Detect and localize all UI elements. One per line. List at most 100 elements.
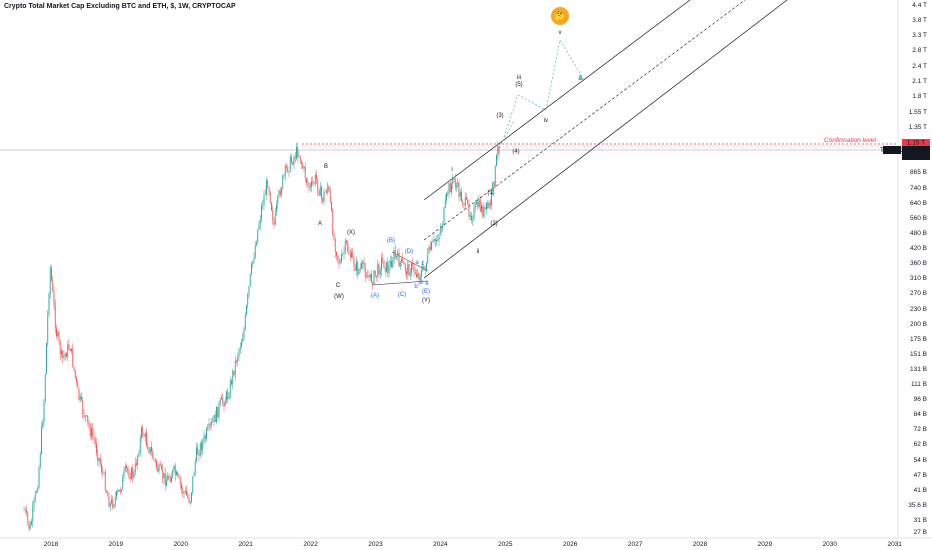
candle-body: [232, 370, 234, 384]
candle-body: [497, 146, 499, 156]
candle-body: [329, 190, 331, 203]
candle-body: [303, 166, 305, 169]
candle-body: [364, 267, 366, 277]
wave-label: A: [318, 221, 322, 227]
candle-body: [104, 472, 106, 492]
candle-body: [221, 397, 222, 400]
candle-body: [49, 267, 51, 294]
candle-body: [432, 241, 434, 243]
wave-label: d: [419, 280, 422, 286]
candle-body: [219, 399, 221, 404]
y-tick-label: 96 B: [914, 396, 927, 403]
candle-body: [146, 433, 147, 445]
candle-body: [309, 186, 311, 188]
candle-body: [106, 491, 107, 493]
candle-body: [92, 428, 94, 437]
candle-body: [179, 477, 181, 485]
wave-label: C: [336, 283, 341, 289]
candle-body: [294, 156, 296, 159]
candle-body: [414, 272, 416, 275]
y-tick-label: 3.3 T: [912, 32, 927, 39]
y-tick-label: 47 B: [914, 472, 927, 479]
candle-body: [482, 205, 484, 217]
candle-body: [56, 328, 57, 336]
confirmation-level-label: Confirmation level: [824, 137, 877, 144]
candle-body: [386, 261, 387, 272]
last-price-badge: [902, 146, 930, 160]
candle-body: [132, 467, 134, 478]
y-tick-label: 54 B: [914, 457, 927, 464]
candle-body: [486, 202, 487, 209]
candle-body: [332, 210, 334, 235]
candle-body: [488, 202, 490, 208]
candle-body: [186, 490, 187, 496]
wave-label: (C): [398, 292, 406, 298]
candle-body: [392, 261, 394, 268]
x-tick-label: 2023: [368, 541, 383, 548]
candle-body: [87, 415, 89, 422]
y-tick-label: 4.4 T: [912, 2, 927, 9]
candle-body: [234, 360, 236, 376]
y-tick-label: 270 B: [910, 290, 927, 297]
candle-body: [192, 476, 194, 493]
candle-body: [144, 433, 146, 437]
candle-body: [149, 447, 151, 453]
candle-body: [427, 253, 429, 263]
candle-body: [357, 261, 359, 275]
candle-body: [446, 193, 447, 200]
channel-lower: [423, 0, 788, 279]
candle-body: [66, 353, 67, 358]
chart-title: Crypto Total Market Cap Excluding BTC an…: [4, 3, 236, 10]
candle-body: [261, 205, 262, 220]
candle-body: [119, 489, 121, 492]
channel-mid: [423, 0, 746, 241]
candle-body: [201, 443, 202, 451]
x-tick-label: 2021: [238, 541, 253, 548]
candle-body: [127, 468, 129, 471]
candle-body: [377, 264, 379, 277]
candle-body: [131, 467, 132, 479]
candle-body: [32, 506, 34, 522]
projection-arrow: [578, 74, 584, 80]
wave-label: (5): [515, 82, 522, 88]
candle-body: [236, 360, 237, 362]
candle-body: [363, 261, 365, 268]
candle-body: [121, 489, 122, 492]
candle-body: [477, 202, 479, 207]
candle-body: [498, 146, 500, 154]
candle-body: [79, 396, 81, 400]
candle-body: [411, 263, 412, 274]
candle-body: [157, 467, 159, 472]
candle-body: [394, 250, 396, 258]
candle-body: [436, 240, 437, 242]
candle-body: [447, 193, 449, 195]
candle-body: [78, 388, 80, 400]
candle-body: [86, 415, 87, 417]
candle-body: [381, 257, 382, 271]
candle-body: [268, 187, 270, 192]
candle-body: [29, 524, 31, 529]
candle-body: [403, 262, 405, 265]
candle-body: [113, 504, 115, 508]
candle-body: [123, 471, 125, 477]
candle-body: [176, 471, 177, 476]
candle-body: [199, 443, 201, 456]
candle-body: [203, 435, 205, 442]
candle-body: [162, 468, 164, 479]
candle-body: [177, 471, 179, 476]
candle-body: [324, 191, 326, 193]
thinking-emoji-text: 🤔: [554, 11, 565, 21]
candle-body: [191, 492, 192, 502]
candle-body: [124, 465, 126, 472]
candle-body: [286, 165, 287, 168]
x-tick-label: 2029: [758, 541, 773, 548]
candle-body: [434, 238, 436, 242]
candle-body: [346, 240, 347, 243]
wave-label: (4): [512, 149, 519, 155]
candle-body: [374, 270, 376, 276]
candle-body: [197, 447, 199, 455]
candle-body: [233, 370, 235, 376]
candle-body: [262, 205, 264, 207]
candle-body: [271, 202, 272, 211]
